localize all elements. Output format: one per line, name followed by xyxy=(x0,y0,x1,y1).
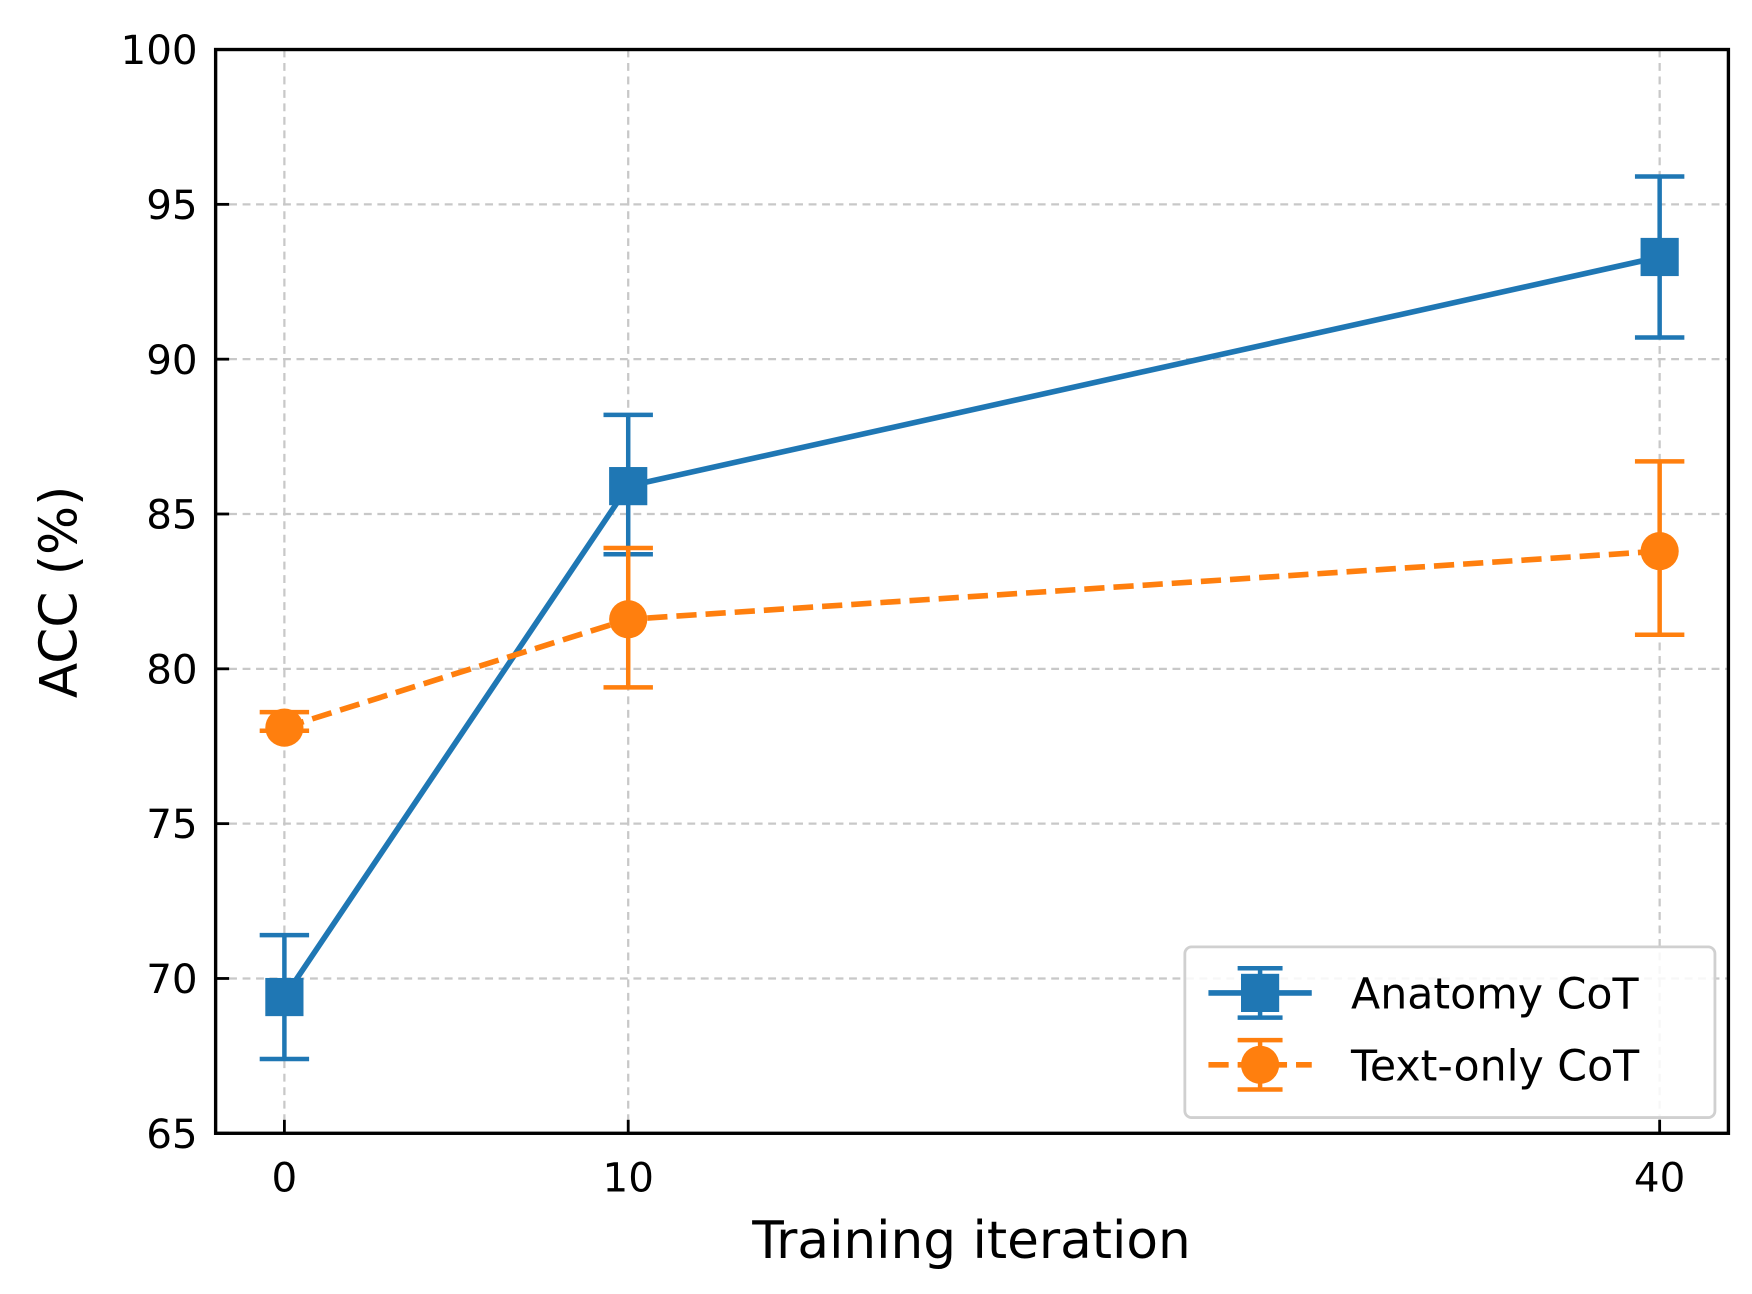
legend-frame xyxy=(1183,945,1717,1119)
data-point xyxy=(1640,237,1679,277)
y-tick-label: 95 xyxy=(146,181,197,229)
x-tick-label: 40 xyxy=(1634,1154,1685,1202)
legend-label: Anatomy CoT xyxy=(1351,970,1639,1020)
data-point xyxy=(1640,532,1679,571)
x-tick-label: 0 xyxy=(272,1154,298,1202)
y-tick-label: 70 xyxy=(146,955,197,1003)
x-tick-label: 10 xyxy=(602,1154,653,1202)
legend-marker xyxy=(1241,1045,1280,1084)
series-line xyxy=(282,254,1661,999)
y-tick-label: 90 xyxy=(146,336,197,384)
legend-label: Text-only CoT xyxy=(1350,1042,1640,1092)
legend: Anatomy CoT Text-only CoT xyxy=(1183,945,1717,1119)
series-anatomy-cot xyxy=(259,174,1685,1062)
ticks: 0 10 40 65 70 75 80 85 90 95 100 xyxy=(121,26,1686,1202)
y-tick-label: 85 xyxy=(146,491,197,539)
y-tick-label: 65 xyxy=(146,1110,197,1158)
data-point xyxy=(265,708,304,747)
series-line xyxy=(283,548,1660,731)
series-text-only-cot xyxy=(259,459,1685,747)
data-point xyxy=(609,467,648,506)
series-layer xyxy=(259,174,1685,1062)
x-axis-label: Training iteration xyxy=(751,1211,1190,1271)
plot-frame xyxy=(213,47,1731,1135)
y-axis-label: ACC (%) xyxy=(29,486,89,698)
y-tick-label: 100 xyxy=(121,26,198,74)
legend-marker xyxy=(1241,973,1280,1012)
y-tick-label: 80 xyxy=(146,645,197,693)
data-point xyxy=(265,977,304,1017)
data-point xyxy=(609,600,648,639)
y-tick-label: 75 xyxy=(146,800,197,848)
